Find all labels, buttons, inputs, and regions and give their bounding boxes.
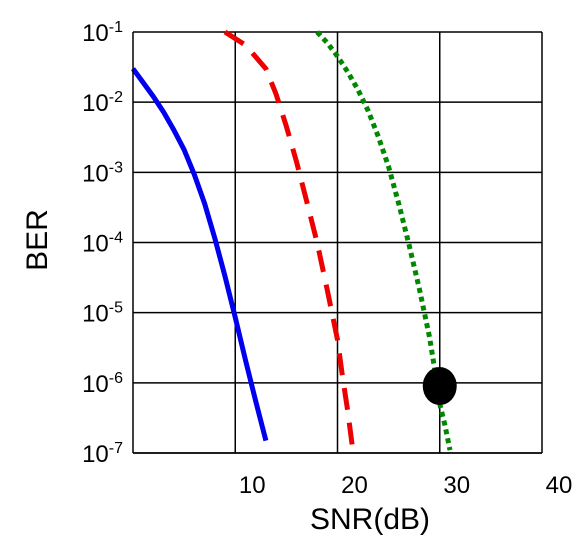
y-tick-exponent: -7 xyxy=(109,440,123,457)
plot-frame xyxy=(132,32,542,454)
y-tick-base: 10 xyxy=(82,441,109,468)
y-tick-exponent: -4 xyxy=(109,230,123,247)
x-axis-label: SNR(dB) xyxy=(310,503,430,535)
y-tick-exponent: -5 xyxy=(109,300,123,317)
series-lines xyxy=(130,29,453,451)
y-tick-label: 10-5 xyxy=(82,300,123,328)
y-tick-label: 10-7 xyxy=(82,440,123,468)
x-tick-label: 40 xyxy=(546,472,573,499)
highlight-marker xyxy=(422,367,457,406)
x-tick-label: 30 xyxy=(443,472,470,499)
y-tick-label: 10-4 xyxy=(82,230,123,258)
y-tick-base: 10 xyxy=(82,301,109,328)
y-tick-exponent: -2 xyxy=(109,89,123,106)
y-tick-exponent: -3 xyxy=(109,159,123,176)
marker-layer xyxy=(422,367,457,406)
x-tick-label: 20 xyxy=(341,472,368,499)
series-line-1 xyxy=(130,67,269,442)
y-tick-label: 10-1 xyxy=(82,19,123,47)
y-tick-base: 10 xyxy=(82,20,109,47)
y-tick-label: 10-6 xyxy=(82,370,123,398)
y-tick-label: 10-2 xyxy=(82,89,123,117)
y-tick-base: 10 xyxy=(82,371,109,398)
y-tick-exponent: -6 xyxy=(109,370,123,387)
y-tick-labels: 10-110-210-310-410-510-610-7 xyxy=(82,19,123,468)
y-tick-base: 10 xyxy=(82,231,109,258)
x-tick-label: 10 xyxy=(239,472,266,499)
y-tick-label: 10-3 xyxy=(82,159,123,187)
y-tick-exponent: -1 xyxy=(109,19,123,36)
y-tick-base: 10 xyxy=(82,90,109,117)
grid xyxy=(133,31,543,454)
x-tick-labels: 10 20 30 40 xyxy=(239,472,572,499)
y-tick-base: 10 xyxy=(82,160,109,187)
series-line-2 xyxy=(223,29,356,451)
y-axis-label: BER xyxy=(21,209,54,271)
